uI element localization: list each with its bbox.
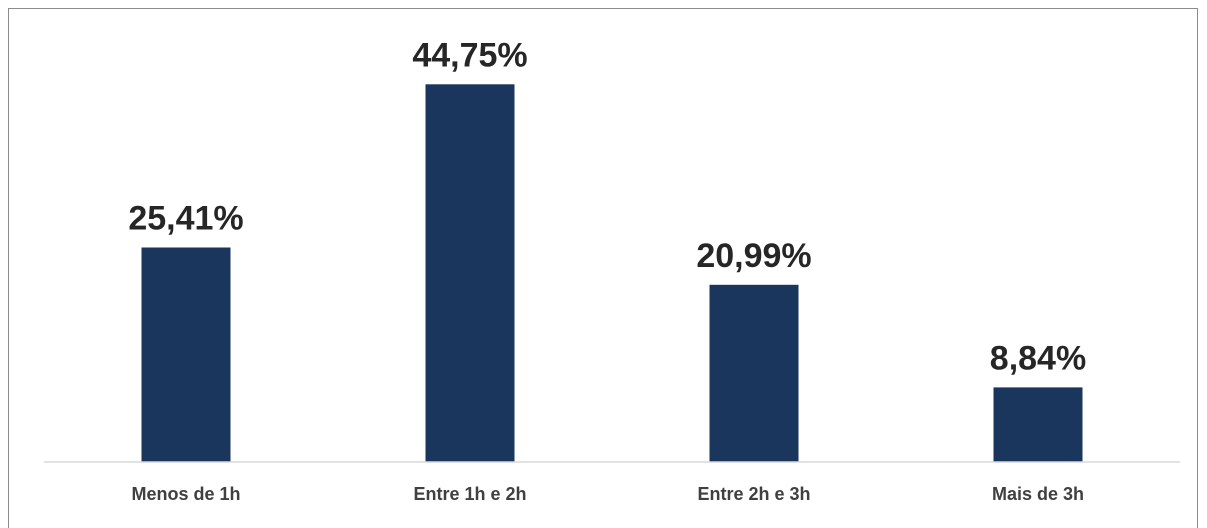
bars-layer [141, 84, 1083, 463]
data-label-3: 8,84% [990, 339, 1086, 377]
data-label-2: 20,99% [696, 237, 811, 275]
data-label-0: 25,41% [128, 200, 243, 238]
bar-1 [425, 84, 515, 463]
category-label-0: Menos de 1h [131, 484, 240, 504]
bar-2 [709, 284, 799, 462]
bar-3 [993, 387, 1083, 462]
category-label-3: Mais de 3h [992, 484, 1084, 504]
category-label-2: Entre 2h e 3h [697, 484, 810, 504]
bar-0 [141, 247, 231, 462]
category-label-1: Entre 1h e 2h [413, 484, 526, 504]
data-label-1: 44,75% [412, 36, 527, 74]
labels-layer: 25,41% Menos de 1h 44,75% Entre 1h e 2h 20,9… [128, 36, 1086, 504]
